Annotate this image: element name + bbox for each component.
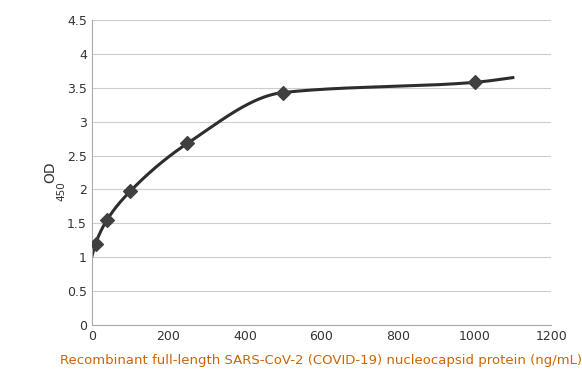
Point xyxy=(278,89,288,96)
Text: OD: OD xyxy=(43,162,58,183)
Point xyxy=(470,79,479,86)
Text: 450: 450 xyxy=(57,181,67,201)
Point xyxy=(125,188,134,194)
X-axis label: Recombinant full-length SARS-CoV-2 (COVID-19) nucleocapsid protein (ng/mL): Recombinant full-length SARS-CoV-2 (COVI… xyxy=(61,354,582,367)
Point xyxy=(102,217,112,223)
Point xyxy=(91,241,100,247)
Point xyxy=(183,140,192,146)
